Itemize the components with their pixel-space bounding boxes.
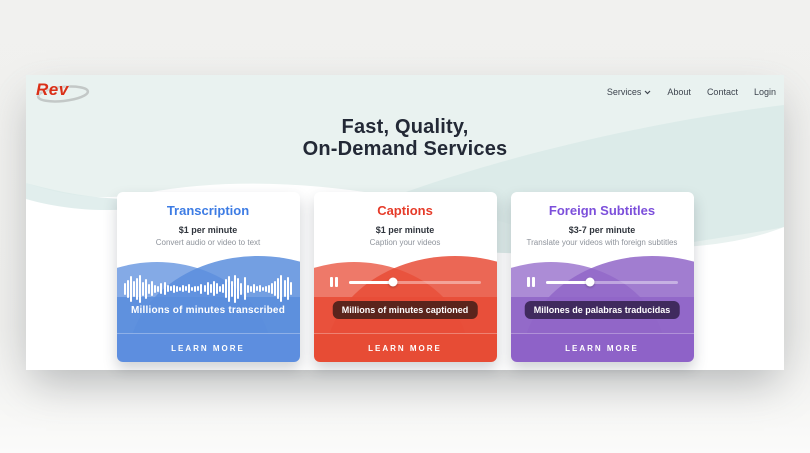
main-nav: Services About Contact Login (607, 87, 776, 97)
card-foreign-subtitles: Foreign Subtitles $3-7 per minute Transl… (510, 192, 694, 362)
video-progress-slider (526, 277, 678, 288)
dome-base (116, 297, 300, 334)
card-header: Transcription $1 per minute Convert audi… (117, 192, 300, 248)
nav-item-about[interactable]: About (667, 87, 691, 97)
slider-fill (348, 280, 394, 284)
chevron-down-icon (644, 90, 651, 94)
rev-logo[interactable]: Rev (34, 79, 94, 106)
page-title: Fast, Quality, On-Demand Services (26, 116, 784, 160)
waveform-icon (123, 274, 293, 304)
slider-track[interactable] (348, 277, 481, 287)
stat-badge: Millions of minutes captioned (332, 300, 478, 319)
pause-icon[interactable] (329, 277, 338, 288)
learn-more-button[interactable]: LEARN MORE (116, 333, 300, 362)
logo-swoosh-icon (36, 84, 90, 103)
card-title: Transcription (166, 203, 250, 218)
learn-more-button[interactable]: LEARN MORE (313, 333, 497, 362)
slider-fill (545, 280, 591, 284)
card-description: Convert audio or video to text (155, 238, 261, 247)
slider-track[interactable] (545, 277, 678, 287)
card-header: Foreign Subtitles $3-7 per minute Transl… (511, 192, 694, 248)
card-header: Captions $1 per minute Caption your vide… (314, 192, 497, 248)
card-title: Foreign Subtitles (548, 203, 656, 218)
pause-icon[interactable] (526, 277, 535, 288)
card-visual: Millions of minutes captioned (313, 247, 497, 334)
logo-text: Rev (36, 79, 69, 99)
stat-badge: Millones de palabras traducidas (524, 300, 680, 319)
card-captions: Captions $1 per minute Caption your vide… (313, 192, 497, 362)
slider-knob[interactable] (585, 277, 595, 287)
card-description: Translate your videos with foreign subti… (526, 238, 678, 247)
learn-more-button[interactable]: LEARN MORE (510, 333, 694, 362)
visual-caption: Millions of minutes transcribed (131, 304, 285, 316)
card-description: Caption your videos (369, 238, 441, 247)
service-cards: Transcription $1 per minute Convert audi… (26, 192, 784, 362)
nav-item-label: Services (606, 87, 642, 97)
card-transcription: Transcription $1 per minute Convert audi… (116, 192, 300, 362)
card-price: $1 per minute (375, 225, 435, 235)
page-title-line2: On-Demand Services (302, 138, 508, 160)
card-price: $3-7 per minute (568, 225, 636, 235)
nav-item-login[interactable]: Login (753, 87, 776, 97)
card-visual: Millions of minutes transcribed (116, 247, 300, 334)
nav-item-contact[interactable]: Contact (706, 87, 738, 97)
video-progress-slider (329, 277, 481, 288)
site-header: Rev Services About Contact Login (26, 78, 784, 106)
nav-item-services[interactable]: Services (607, 87, 652, 97)
page-title-line1: Fast, Quality, (341, 116, 469, 138)
card-price: $1 per minute (178, 225, 238, 235)
slider-knob[interactable] (388, 277, 398, 287)
page-canvas: Rev Services About Contact Login Fast, Q… (26, 75, 784, 370)
card-visual: Millones de palabras traducidas (510, 247, 694, 334)
card-title: Captions (377, 203, 433, 218)
